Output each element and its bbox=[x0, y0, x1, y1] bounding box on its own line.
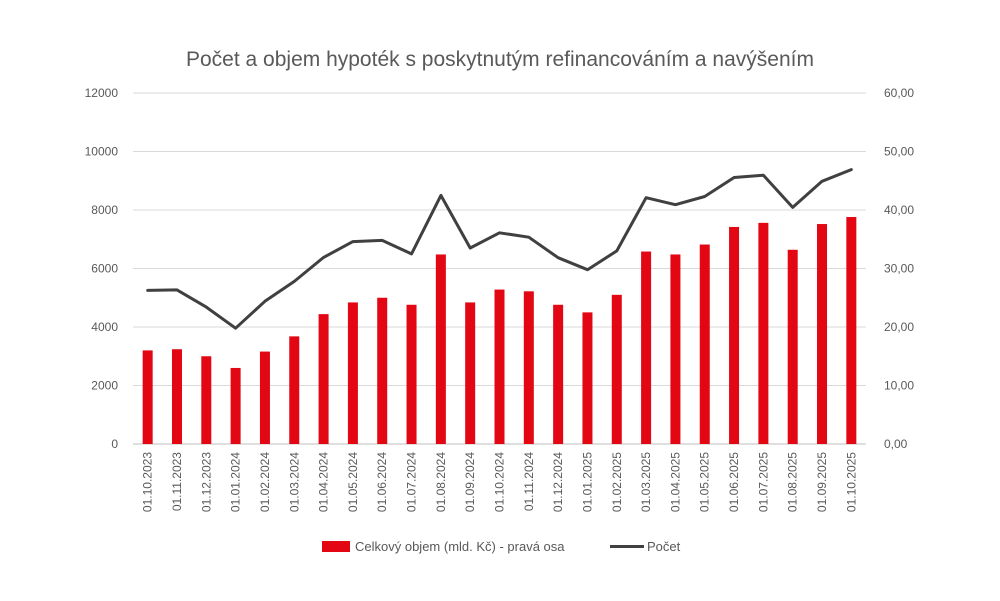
x-tick-label: 01.01.2025 bbox=[580, 452, 594, 512]
legend-line-label: Počet bbox=[647, 539, 681, 554]
bar bbox=[377, 297, 388, 444]
bar bbox=[171, 349, 182, 444]
right-axis-ticks: 0,00 10,00 20,00 30,00 40,00 50,00 60,00 bbox=[884, 86, 914, 451]
x-tick-label: 01.06.2025 bbox=[727, 452, 741, 512]
x-tick-label: 01.09.2024 bbox=[463, 452, 477, 512]
bar bbox=[523, 291, 534, 444]
bar bbox=[817, 224, 828, 444]
bar bbox=[465, 302, 476, 444]
right-tick-label: 40,00 bbox=[884, 203, 914, 217]
x-tick-label: 01.11.2023 bbox=[170, 452, 184, 511]
bar bbox=[142, 350, 153, 444]
bar bbox=[729, 226, 740, 444]
chart-title: Počet a objem hypoték s poskytnutým refi… bbox=[186, 48, 814, 71]
x-tick-label: 01.03.2025 bbox=[639, 452, 653, 512]
legend-bar-label: Celkový objem (mld. Kč) - pravá osa bbox=[355, 539, 565, 554]
right-tick-label: 10,00 bbox=[884, 379, 914, 393]
right-tick-label: 30,00 bbox=[884, 262, 914, 276]
left-tick-label: 12000 bbox=[85, 86, 119, 100]
x-tick-label: 01.05.2025 bbox=[698, 452, 712, 512]
bar-series bbox=[142, 217, 857, 444]
bar bbox=[435, 254, 446, 444]
x-tick-label: 01.08.2025 bbox=[786, 452, 800, 512]
x-tick-label: 01.05.2024 bbox=[346, 452, 360, 512]
x-tick-label: 01.09.2025 bbox=[815, 452, 829, 512]
right-tick-label: 0,00 bbox=[884, 437, 908, 451]
bar bbox=[611, 294, 622, 444]
x-tick-label: 01.12.2024 bbox=[551, 452, 565, 512]
x-tick-label: 01.06.2024 bbox=[375, 452, 389, 512]
bar bbox=[230, 367, 241, 444]
bar bbox=[406, 304, 417, 444]
bar bbox=[289, 336, 300, 444]
bar bbox=[787, 249, 798, 444]
left-tick-label: 10000 bbox=[85, 145, 119, 159]
x-tick-label: 01.07.2025 bbox=[756, 452, 770, 512]
right-tick-label: 60,00 bbox=[884, 86, 914, 100]
x-tick-label: 01.11.2024 bbox=[522, 452, 536, 511]
x-tick-label: 01.01.2024 bbox=[229, 452, 243, 512]
x-tick-label: 01.07.2024 bbox=[405, 452, 419, 512]
bar bbox=[670, 254, 681, 444]
bar bbox=[553, 304, 564, 444]
left-tick-label: 4000 bbox=[91, 320, 118, 334]
bar bbox=[758, 222, 769, 444]
bar bbox=[641, 251, 652, 444]
x-tick-label: 01.12.2023 bbox=[199, 452, 213, 512]
x-tick-label: 01.04.2024 bbox=[317, 452, 331, 512]
bar bbox=[846, 217, 857, 444]
left-tick-label: 6000 bbox=[91, 262, 118, 276]
bar bbox=[201, 356, 212, 444]
bar bbox=[259, 351, 270, 444]
left-axis-ticks: 0 2000 4000 6000 8000 10000 12000 bbox=[85, 86, 119, 451]
bar bbox=[582, 312, 593, 444]
left-tick-label: 8000 bbox=[91, 203, 118, 217]
x-tick-label: 01.10.2024 bbox=[493, 452, 507, 512]
right-tick-label: 20,00 bbox=[884, 320, 914, 334]
bar bbox=[699, 244, 710, 444]
x-tick-label: 01.08.2024 bbox=[434, 452, 448, 512]
right-tick-label: 50,00 bbox=[884, 145, 914, 159]
left-tick-label: 2000 bbox=[91, 379, 118, 393]
legend-bar-swatch bbox=[322, 541, 350, 552]
bar bbox=[494, 289, 505, 444]
x-tick-label: 01.03.2024 bbox=[287, 452, 301, 512]
left-tick-label: 0 bbox=[111, 437, 118, 451]
series-line bbox=[146, 168, 853, 330]
x-tick-label: 01.10.2025 bbox=[844, 452, 858, 512]
x-axis-ticks: 01.10.2023 01.11.2023 01.12.2023 01.01.2024… bbox=[141, 452, 859, 512]
line-series bbox=[146, 168, 853, 330]
x-tick-label: 01.02.2024 bbox=[258, 452, 272, 512]
x-tick-label: 01.02.2025 bbox=[610, 452, 624, 512]
bar bbox=[347, 302, 358, 444]
x-tick-label: 01.04.2025 bbox=[668, 452, 682, 512]
legend: Celkový objem (mld. Kč) - pravá osa Poče… bbox=[322, 539, 681, 554]
x-tick-label: 01.10.2023 bbox=[141, 452, 155, 512]
bar bbox=[318, 314, 329, 444]
